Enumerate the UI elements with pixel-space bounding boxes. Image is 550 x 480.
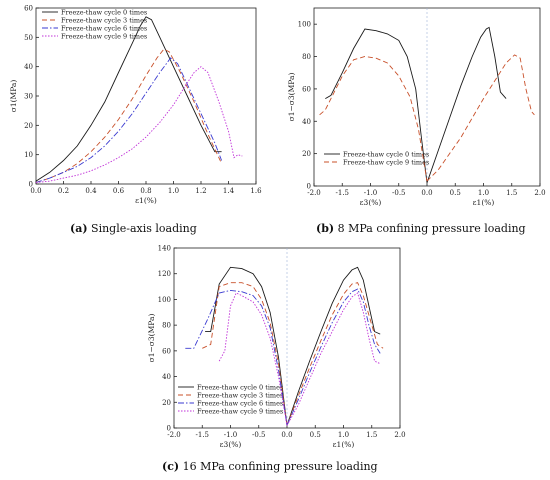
x-tick-label-b: 1.0 (478, 189, 489, 197)
y-tick-label-c: 100 (158, 296, 171, 304)
series-line-c-9 (218, 292, 288, 426)
series-line-a-9 (35, 66, 243, 183)
y-tick-label-c: 40 (162, 373, 171, 381)
series-line-right-b-0 (426, 26, 507, 183)
legend-label-a-9: Freeze-thaw cycle 9 times (61, 32, 147, 40)
y-tick-label-c: 120 (158, 270, 171, 278)
y-tick-label-b: 80 (302, 53, 311, 61)
y-tick-label-a: 10 (24, 151, 33, 159)
x-tick-label-a: 1.0 (168, 187, 179, 195)
x-tick-label-a: 1.4 (223, 187, 235, 195)
series-line-c-6 (185, 289, 288, 426)
series-line-b-0 (325, 28, 428, 183)
y-tick-label-a: 20 (24, 122, 33, 130)
legend-label-c-3: Freeze-thaw cycle 3 times (197, 391, 283, 399)
x-tick-label-b: 1.5 (506, 189, 517, 197)
y-axis-label-b: σ1−σ3(MPa) (287, 73, 296, 122)
x-tick-label-b: 0.0 (421, 189, 432, 197)
series-line-b-3 (319, 56, 428, 182)
series-line-right-c-6 (286, 288, 381, 426)
caption-b: (b) 8 MPa confining pressure loading (316, 222, 526, 235)
y-tick-label-c: 60 (162, 347, 171, 355)
y-tick-label-b: 100 (298, 21, 311, 29)
y-tick-label-b: 60 (302, 85, 311, 93)
y-tick-label-c: 20 (162, 399, 171, 407)
chart-single-axis: 0.0 0.2 0.4 0.6 0.8 1.0 1.2 1.4 1.6 0 10 20 30 40 50 60… (9, 5, 262, 206)
x-tick-label-b: 2.0 (534, 189, 545, 197)
series-line-a-6 (35, 57, 223, 183)
chart-8mpa: -2.0 -1.5 -1.0 -0.5 0.0 0.5 1.0 1.5 2.0 0 20 40 60 80… (287, 7, 546, 207)
x-tick-label-b: -2.0 (307, 189, 321, 197)
x-axis-label-a: ε1(%) (135, 196, 157, 205)
y-axis-label-a: σ1(MPa) (9, 80, 18, 113)
legend-label-b-3: Freeze-thaw cycle 9 times (343, 158, 429, 166)
series-line-right-c-9 (286, 292, 381, 426)
x-tick-label-a: 0.2 (58, 187, 69, 195)
x-tick-label-c: -1.5 (196, 431, 210, 439)
x-tick-label-b: -1.0 (364, 189, 378, 197)
x-tick-label-a: 1.2 (195, 187, 206, 195)
legend-label-b-0: Freeze-thaw cycle 0 times (343, 150, 429, 158)
x-tick-label-a: 0.4 (85, 187, 97, 195)
x-tick-label-a: 0.8 (140, 187, 151, 195)
series-line-c-0 (205, 266, 288, 426)
legend-label-a-3: Freeze-thaw cycle 3 times (61, 16, 147, 24)
caption-a: (a) Single-axis loading (70, 222, 197, 235)
x-tick-label-c: -0.5 (252, 431, 266, 439)
x-tick-label-c: -2.0 (167, 431, 181, 439)
series-line-c-3 (202, 282, 288, 426)
legend-label-c-9: Freeze-thaw cycle 9 times (197, 407, 283, 415)
x-tick-label-c: 1.5 (366, 431, 377, 439)
y-tick-label-b: 0 (307, 183, 311, 191)
x-tick-label-c: 0.0 (281, 431, 292, 439)
y-tick-label-a: 40 (24, 63, 33, 71)
x-tick-label-c: 0.5 (310, 431, 321, 439)
y-tick-label-a: 0 (29, 181, 33, 189)
x-axis-label-right-c: ε1(%) (333, 440, 355, 449)
y-tick-label-b: 40 (302, 118, 311, 126)
legend-label-c-6: Freeze-thaw cycle 6 times (197, 399, 283, 407)
series-line-right-c-0 (286, 266, 381, 426)
x-axis-label-right-b: ε1(%) (473, 198, 495, 207)
chart-16mpa: -2.0 -1.5 -1.0 -0.5 0.0 0.5 1.0 1.5 2.0 0 20 40 60 80… (147, 245, 406, 450)
x-axis-label-left-c: ε3(%) (220, 440, 242, 449)
series-line-right-c-3 (286, 282, 384, 426)
y-tick-label-c: 80 (162, 322, 171, 330)
y-tick-label-a: 50 (24, 34, 33, 42)
caption-c: (c) 16 MPa confining pressure loading (162, 460, 378, 473)
x-tick-label-b: -0.5 (392, 189, 406, 197)
y-tick-label-a: 60 (24, 5, 33, 13)
x-tick-label-a: 0.0 (30, 187, 41, 195)
y-tick-label-c: 0 (167, 425, 171, 433)
x-tick-label-c: -1.0 (224, 431, 238, 439)
series-line-right-b-3 (426, 54, 535, 182)
x-tick-label-a: 0.6 (113, 187, 125, 195)
series-line-a-0 (35, 16, 222, 182)
x-axis-label-left-b: ε3(%) (360, 198, 382, 207)
y-tick-label-a: 30 (24, 93, 33, 101)
x-tick-label-c: 1.0 (338, 431, 349, 439)
x-tick-label-a: 1.6 (250, 187, 262, 195)
y-axis-label-c: σ1−σ3(MPa) (147, 314, 156, 363)
legend-label-a-0: Freeze-thaw cycle 0 times (61, 8, 147, 16)
legend-label-a-6: Freeze-thaw cycle 6 times (61, 24, 147, 32)
series-line-a-3 (35, 48, 223, 183)
x-tick-label-b: 0.5 (450, 189, 461, 197)
y-tick-label-c: 140 (158, 245, 171, 253)
legend-label-c-0: Freeze-thaw cycle 0 times (197, 383, 283, 391)
y-tick-label-b: 20 (302, 150, 311, 158)
x-tick-label-c: 2.0 (394, 431, 405, 439)
x-tick-label-b: -1.5 (336, 189, 350, 197)
